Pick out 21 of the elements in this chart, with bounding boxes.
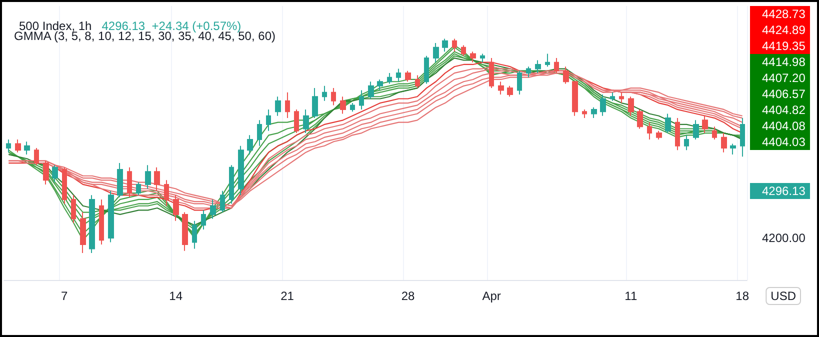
text: 4407.20 <box>762 71 806 85</box>
x-tick-label: 7 <box>61 289 68 303</box>
x-tick-label: Apr <box>482 289 501 303</box>
text: 4414.98 <box>762 55 806 69</box>
text: 4424.89 <box>762 23 806 37</box>
text: 4404.08 <box>762 119 806 133</box>
x-tick-label: 28 <box>401 289 415 303</box>
x-tick-label: 21 <box>280 289 294 303</box>
x-tick-label: 11 <box>624 289 638 303</box>
text: USD <box>770 289 796 303</box>
x-tick-label: 18 <box>736 289 750 303</box>
chart-title: 500 Index, 1h <box>19 19 92 33</box>
chart-subtitle: 4296.13 +24.34 (+0.57%) <box>102 19 242 33</box>
x-tick-label: 14 <box>169 289 183 303</box>
text: 4419.35 <box>762 39 806 53</box>
text: 4200.00 <box>762 231 806 245</box>
text: 4404.82 <box>762 103 806 117</box>
text: 4404.03 <box>762 135 806 149</box>
text: 4296.13 <box>762 184 806 198</box>
text: 4406.57 <box>762 87 806 101</box>
text: 4428.73 <box>762 7 806 21</box>
